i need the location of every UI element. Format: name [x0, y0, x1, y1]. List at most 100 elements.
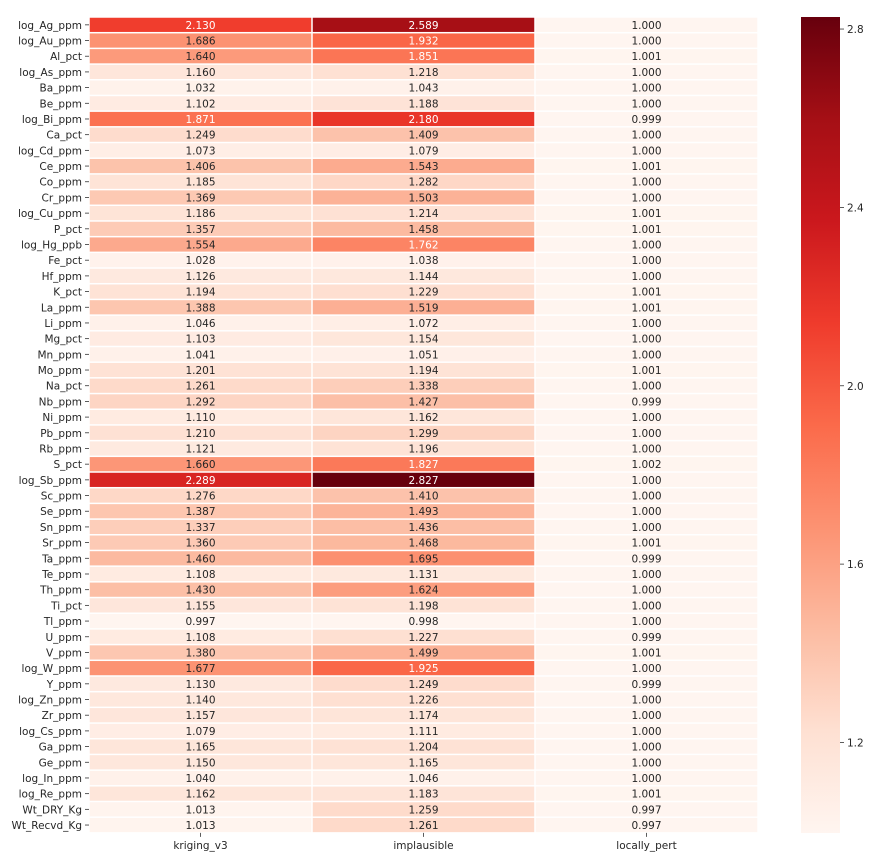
cell-value-label: 1.686: [185, 36, 215, 48]
cell-value-label: 1.493: [408, 506, 438, 518]
heatmap-cell: [312, 739, 535, 754]
heatmap-cell: [535, 174, 758, 189]
heatmap-cell: [89, 158, 312, 174]
heatmap-cell: [89, 441, 312, 456]
row-label: Mn_ppm: [37, 349, 82, 361]
heatmap-cell: [89, 739, 312, 754]
heatmap-cell: [89, 347, 312, 362]
heatmap-cell: [89, 33, 312, 48]
cell-value-label: 1.079: [185, 726, 215, 738]
heatmap-cell: [312, 629, 535, 644]
heatmap-cell: [535, 519, 758, 535]
cell-value-label: 1.150: [185, 757, 215, 769]
row-label: Mg_pct: [44, 334, 82, 346]
cell-value-label: 1.194: [185, 287, 215, 299]
cell-value-label: 1.000: [631, 192, 661, 204]
heatmap-cell: [89, 629, 312, 644]
cell-value-label: 1.000: [631, 98, 661, 110]
cell-value-label: 1.430: [185, 585, 215, 597]
heatmap-cell: [89, 817, 312, 833]
heatmap-cell: [89, 598, 312, 613]
heatmap-cell: [89, 613, 312, 629]
heatmap-cell: [535, 692, 758, 707]
heatmap-cell: [89, 566, 312, 582]
row-label: Ta_ppm: [41, 553, 82, 565]
column-label: locally_pert: [616, 840, 676, 852]
heatmap-cell: [89, 692, 312, 707]
heatmap-cell: [89, 17, 312, 32]
heatmap-cells: 2.130 2.589 1.000 1.686 1.932 1.000 1.640 1.851…: [89, 17, 758, 833]
heatmap-cell: [312, 284, 535, 299]
heatmap-cell: [312, 347, 535, 362]
row-label: La_ppm: [41, 302, 82, 314]
row-label: K_pct: [53, 287, 82, 299]
heatmap-cell: [89, 206, 312, 221]
row-label: Al_pct: [50, 51, 82, 63]
heatmap-cell: [89, 410, 312, 425]
cell-value-label: 1.227: [408, 632, 438, 644]
cell-value-label: 1.871: [185, 114, 215, 126]
heatmap-cell: [535, 613, 758, 629]
colorbar-tick-label: 1.2: [847, 737, 864, 749]
heatmap-cell: [312, 551, 535, 566]
heatmap-cell: [312, 410, 535, 425]
heatmap-cell: [535, 472, 758, 487]
cell-value-label: 1.185: [185, 177, 215, 189]
heatmap-cell: [535, 755, 758, 770]
heatmap-cell: [312, 457, 535, 472]
heatmap-cell: [535, 598, 758, 613]
colorbar-gradient: [801, 17, 840, 833]
cell-value-label: 1.229: [408, 287, 438, 299]
heatmap-cell: [312, 96, 535, 111]
row-label: Rb_ppm: [39, 443, 82, 455]
heatmap-cell: [312, 17, 535, 32]
heatmap-cell: [535, 221, 758, 236]
cell-value-label: 1.218: [408, 67, 438, 79]
heatmap-cell: [535, 158, 758, 174]
cell-value-label: 1.000: [631, 412, 661, 424]
heatmap-cell: [535, 441, 758, 456]
cell-value-label: 1.261: [185, 381, 215, 393]
row-label: Te_ppm: [41, 569, 82, 581]
cell-value-label: 1.499: [408, 647, 438, 659]
cell-value-label: 1.001: [631, 538, 661, 550]
cell-value-label: 2.589: [408, 20, 438, 32]
heatmap-cell: [535, 676, 758, 691]
cell-value-label: 0.997: [631, 820, 661, 832]
row-label: V_ppm: [46, 647, 82, 659]
cell-value-label: 1.103: [185, 334, 215, 346]
cell-value-label: 1.380: [185, 647, 215, 659]
cell-value-label: 1.468: [408, 538, 438, 550]
cell-value-label: 1.079: [408, 145, 438, 157]
heatmap-cell: [535, 284, 758, 299]
heatmap-cell: [312, 598, 535, 613]
cell-value-label: 1.183: [408, 789, 438, 801]
cell-value-label: 1.000: [631, 569, 661, 581]
cell-value-label: 1.640: [185, 51, 215, 63]
row-label: Cr_ppm: [42, 192, 82, 204]
cell-value-label: 1.001: [631, 647, 661, 659]
row-label: Se_ppm: [40, 506, 82, 518]
heatmap-cell: [312, 378, 535, 393]
row-label: Na_pct: [46, 381, 82, 393]
cell-value-label: 1.000: [631, 240, 661, 252]
heatmap-cell: [535, 535, 758, 550]
cell-value-label: 2.827: [408, 475, 438, 487]
row-label: Hf_ppm: [42, 271, 82, 283]
row-label: Be_ppm: [40, 98, 82, 110]
heatmap-cell: [89, 472, 312, 487]
heatmap-cell: [535, 33, 758, 48]
cell-value-label: 1.695: [408, 553, 438, 565]
row-label: Pb_ppm: [40, 428, 82, 440]
cell-value-label: 1.165: [185, 742, 215, 754]
heatmap-cell: [312, 504, 535, 519]
cell-value-label: 1.051: [408, 349, 438, 361]
heatmap-cell: [89, 300, 312, 315]
cell-value-label: 1.165: [408, 757, 438, 769]
heatmap-cell: [89, 80, 312, 95]
cell-value-label: 0.998: [408, 616, 438, 628]
heatmap-cell: [535, 253, 758, 268]
heatmap-cell: [535, 378, 758, 393]
heatmap-cell: [89, 111, 312, 127]
heatmap-cell: [312, 582, 535, 597]
